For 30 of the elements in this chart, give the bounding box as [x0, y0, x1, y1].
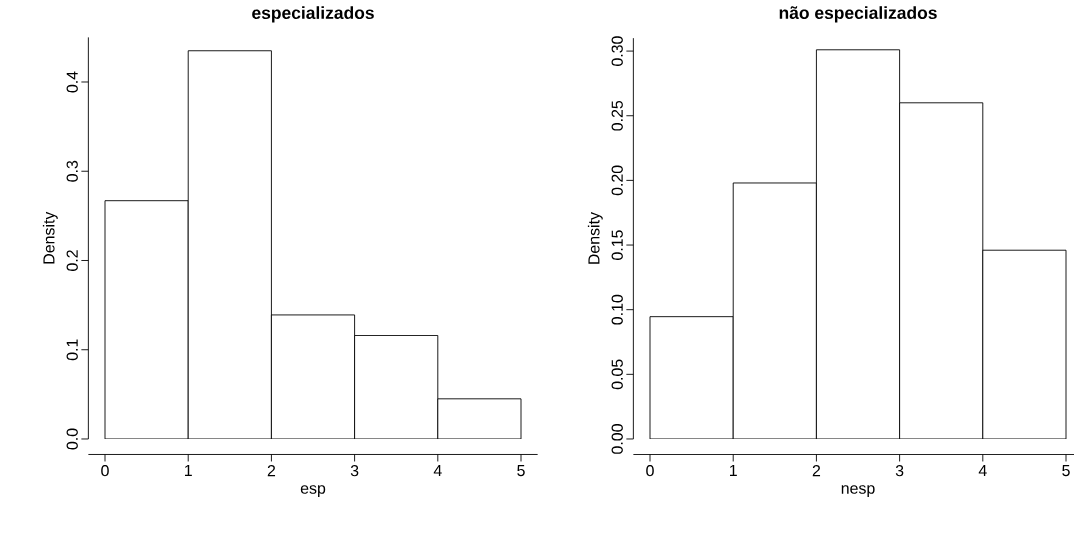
chart-title: não especializados — [779, 6, 937, 23]
x-tick-label: 5 — [1062, 465, 1070, 477]
y-tick-label: 0.15 — [611, 230, 623, 260]
y-tick-label: 0.00 — [611, 424, 623, 454]
x-tick-label: 2 — [812, 465, 821, 477]
y-axis-title: Density — [587, 212, 603, 264]
y-tick-label: 0.30 — [611, 36, 623, 66]
y-tick-label: 0.25 — [611, 100, 623, 131]
x-axis-title: nesp — [841, 485, 875, 498]
x-tick-label: 0 — [101, 465, 109, 477]
y-tick-label: 0.0 — [66, 428, 78, 450]
x-tick-label: 2 — [267, 465, 276, 477]
x-tick-label: 0 — [646, 465, 654, 477]
x-axis-title: esp — [300, 485, 326, 498]
x-tick-label: 4 — [978, 465, 987, 476]
x-tick-label: 5 — [517, 465, 525, 477]
x-tick-label: 3 — [350, 465, 359, 477]
y-tick-label: 0.1 — [66, 339, 78, 361]
x-tick-label: 3 — [895, 465, 904, 477]
y-tick-label: 0.2 — [66, 250, 78, 271]
x-tick-label: 1 — [730, 465, 737, 476]
chart-title: especializados — [252, 6, 374, 23]
x-tick-label: 1 — [185, 465, 192, 476]
y-tick-label: 0.10 — [611, 294, 623, 325]
y-tick-label: 0.4 — [66, 71, 78, 93]
x-tick-label: 4 — [433, 465, 442, 476]
y-tick-label: 0.3 — [66, 160, 78, 182]
y-tick-label: 0.05 — [611, 359, 623, 390]
y-tick-label: 0.20 — [611, 165, 623, 196]
y-axis-title: Density — [42, 211, 58, 264]
